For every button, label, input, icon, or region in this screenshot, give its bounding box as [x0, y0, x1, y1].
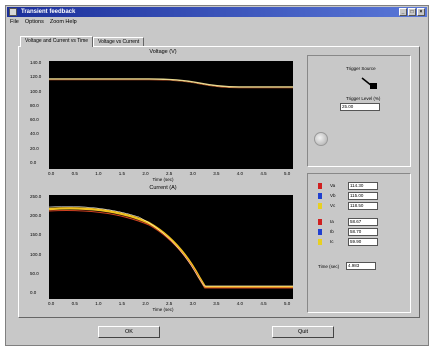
current-x-tick-2: 1.0 — [95, 301, 102, 306]
voltage-x-tick-2: 1.0 — [95, 171, 102, 176]
tab-voltage-vs-current[interactable]: Voltage vs Current — [93, 37, 145, 47]
current-x-tick-3: 1.5 — [118, 301, 126, 306]
current-y-tick-5: 0.0 — [30, 290, 37, 295]
time-label: Time (sec) — [318, 264, 340, 269]
current-y-tick-1: 200.0 — [30, 213, 42, 219]
voltage-trace — [49, 78, 293, 88]
voltage-swatch-1 — [318, 193, 322, 199]
voltage-x-tick-10: 5.0 — [284, 171, 291, 176]
voltage-y-tick-5: 40.0 — [30, 131, 39, 137]
trigger-level-input[interactable]: 25.00 — [340, 103, 380, 111]
current-label-0: Ia — [330, 219, 334, 224]
voltage-x-tick-5: 2.5 — [166, 171, 173, 176]
voltage-swatch-2 — [318, 203, 322, 209]
trigger-source-label: Trigger Source — [346, 66, 376, 71]
app-icon — [9, 8, 17, 16]
voltage-plot-area[interactable] — [49, 61, 293, 169]
trigger-knob[interactable] — [314, 132, 328, 146]
voltage-x-tick-3: 1.5 — [118, 171, 126, 176]
current-plot-svg — [48, 206, 293, 289]
menu-options[interactable]: Options — [24, 19, 44, 25]
voltage-value-2[interactable]: 118.50 — [348, 202, 378, 210]
readouts-group: Va 114.30 Vb 115.00 Vc 118.50 Ia 58.67 Ib 58.70 Ic… — [307, 173, 411, 313]
tab-panel: Voltage (V) 140.0 120.0 100.0 80.0 60.0 40.0 2… — [18, 46, 420, 318]
current-y-tick-4: 50.0 — [30, 270, 39, 276]
voltage-x-label: Time (sec) — [152, 177, 174, 182]
menu-file[interactable]: File — [10, 19, 19, 25]
current-x-tick-4: 2.0 — [142, 301, 149, 306]
current-swatch-1 — [318, 229, 322, 235]
current-swatch-2 — [318, 239, 322, 245]
current-y-tick-2: 150.0 — [30, 232, 42, 238]
current-y-tick-3: 100.0 — [30, 251, 42, 257]
voltage-swatch-0 — [318, 183, 322, 189]
current-chart: Current (A) 250.0 200.0 150.0 100.0 50.0 0.0 … — [27, 185, 299, 315]
voltage-x-tick-1: 0.5 — [71, 171, 78, 176]
voltage-y-tick-6: 20.0 — [30, 145, 39, 151]
voltage-value-0[interactable]: 114.30 — [348, 182, 378, 190]
trigger-group: Trigger Source Trigger Level (%) 25.00 — [307, 55, 411, 167]
current-label-2: Ic — [330, 239, 334, 244]
current-x-tick-8: 4.0 — [236, 301, 244, 306]
current-chart-title: Current (A) — [149, 185, 177, 191]
current-value-0[interactable]: 58.67 — [348, 218, 378, 226]
tab-strip: Voltage and Current vs Time Voltage vs C… — [20, 36, 145, 47]
voltage-x-tick-6: 3.0 — [189, 171, 196, 176]
voltage-y-tick-1: 120.0 — [30, 74, 42, 80]
voltage-label-1: Vb — [330, 193, 336, 198]
ok-button[interactable]: OK — [98, 326, 160, 338]
trigger-switch-icon[interactable] — [358, 74, 380, 92]
current-trace-a — [48, 207, 293, 289]
voltage-x-tick-0: 0.0 — [48, 171, 55, 176]
voltage-label-2: Vc — [330, 203, 336, 208]
app-window: Transient feedback _ □ × File Options Zo… — [5, 5, 429, 346]
voltage-x-tick-7: 3.5 — [213, 171, 220, 176]
voltage-chart: Voltage (V) 140.0 120.0 100.0 80.0 60.0 40.0 2… — [27, 49, 299, 185]
voltage-trace-b — [49, 79, 293, 89]
current-x-tick-5: 2.5 — [166, 301, 173, 306]
minimize-button[interactable]: _ — [399, 8, 407, 16]
time-value-field[interactable]: 4.983 — [346, 262, 376, 270]
close-button[interactable]: × — [417, 8, 425, 16]
voltage-y-tick-3: 80.0 — [30, 102, 39, 108]
current-x-tick-7: 3.5 — [213, 301, 220, 306]
menu-bar: File Options Zoom Help — [8, 18, 77, 27]
voltage-y-tick-0: 140.0 — [30, 60, 42, 65]
current-label-1: Ib — [330, 229, 334, 234]
quit-button[interactable]: Quit — [272, 326, 334, 338]
tab-voltage-current-time[interactable]: Voltage and Current vs Time — [20, 36, 94, 47]
title-bar[interactable]: Transient feedback _ □ × — [7, 7, 427, 17]
current-value-2[interactable]: 59.90 — [348, 238, 378, 246]
voltage-x-tick-8: 4.0 — [236, 171, 244, 176]
current-plot-area[interactable] — [48, 195, 293, 299]
maximize-button[interactable]: □ — [408, 8, 416, 16]
window-controls: _ □ × — [399, 8, 425, 16]
current-x-tick-0: 0.0 — [48, 301, 55, 306]
voltage-value-1[interactable]: 115.00 — [348, 192, 378, 200]
current-swatch-0 — [318, 219, 322, 225]
window-title: Transient feedback — [21, 9, 76, 15]
current-x-tick-9: 4.5 — [260, 301, 267, 306]
voltage-y-tick-4: 60.0 — [30, 117, 39, 123]
voltage-label-0: Va — [330, 183, 336, 188]
current-trace-c — [48, 206, 293, 287]
current-x-label: Time (sec) — [152, 307, 174, 312]
current-trace-b — [48, 210, 293, 289]
voltage-y-tick-2: 100.0 — [30, 88, 42, 94]
voltage-plot-svg — [49, 78, 293, 89]
current-x-tick-1: 0.5 — [71, 301, 78, 306]
current-value-1[interactable]: 58.70 — [348, 228, 378, 236]
current-x-tick-6: 3.0 — [189, 301, 196, 306]
current-x-tick-10: 5.0 — [284, 301, 291, 306]
voltage-x-tick-9: 4.5 — [260, 171, 267, 176]
voltage-x-tick-4: 2.0 — [142, 171, 149, 176]
voltage-y-tick-7: 0.0 — [30, 160, 37, 165]
current-y-tick-0: 250.0 — [30, 194, 42, 199]
voltage-chart-title: Voltage (V) — [149, 49, 177, 55]
trigger-level-label: Trigger Level (%) — [346, 96, 381, 101]
menu-zoom-help[interactable]: Zoom Help — [49, 19, 77, 25]
